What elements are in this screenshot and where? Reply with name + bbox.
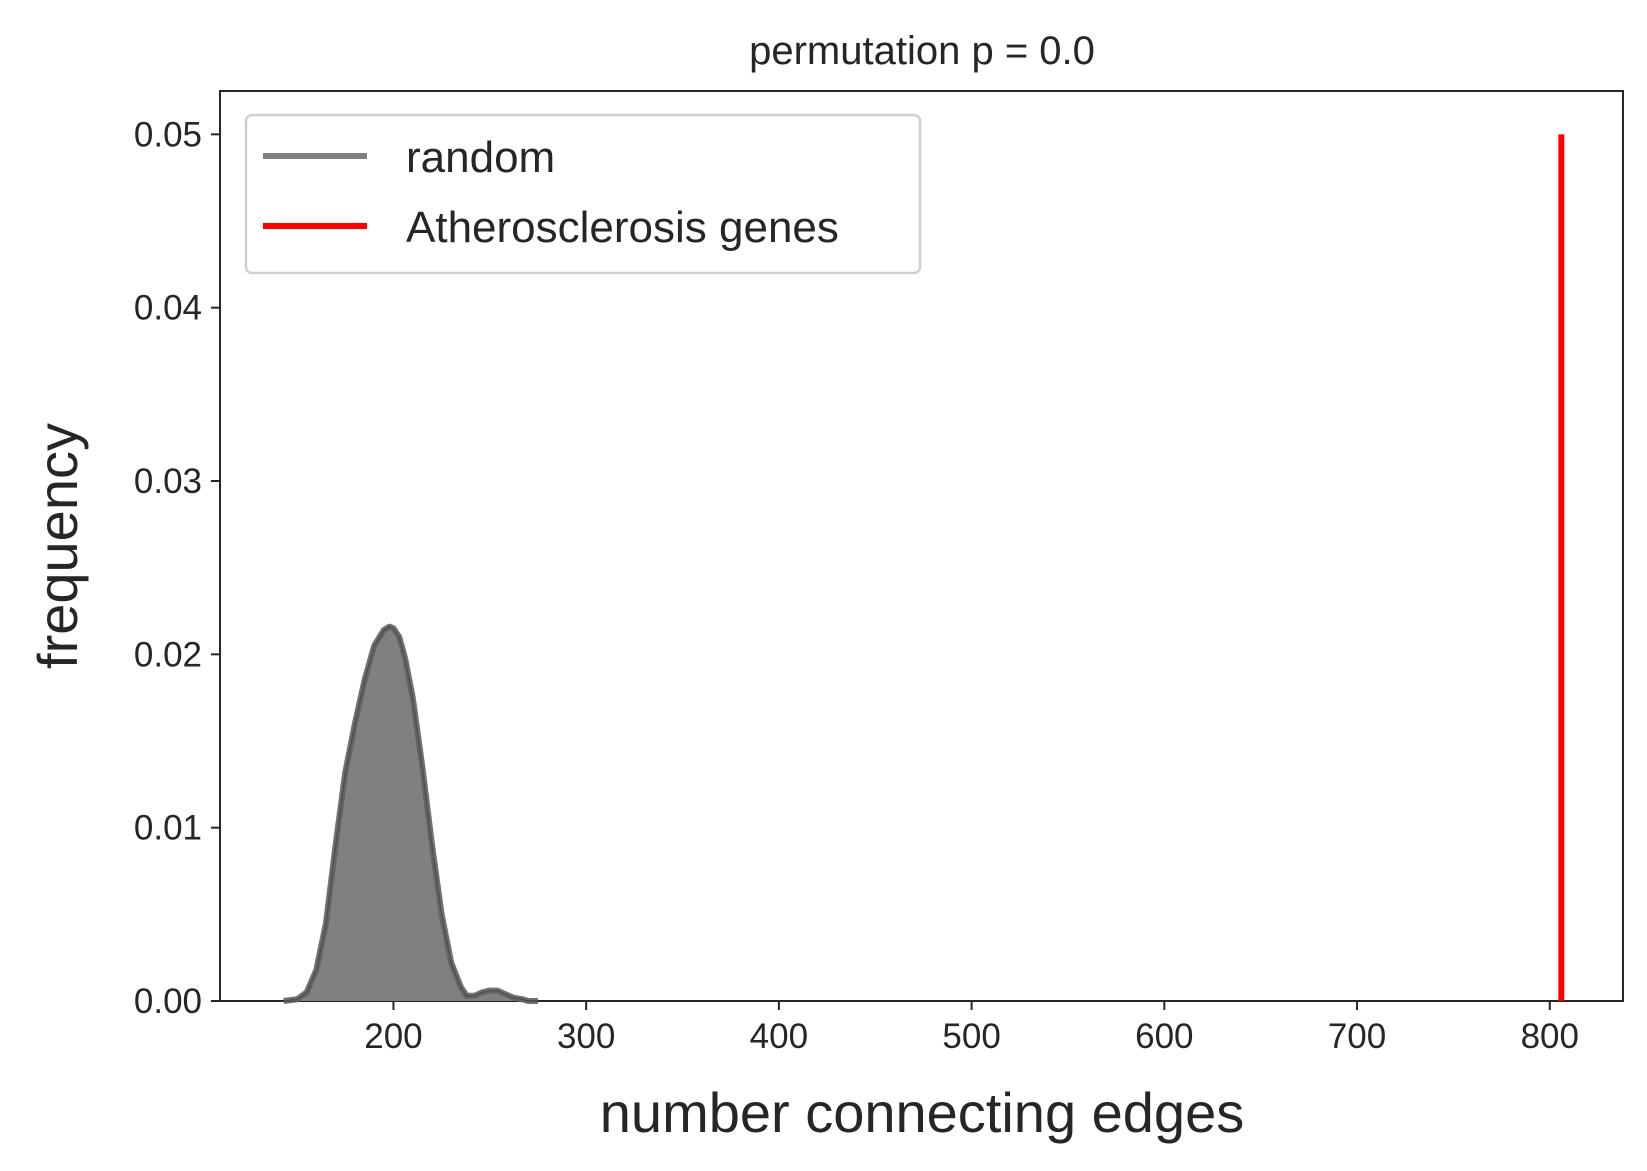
legend-atherosclerosis-label: Atherosclerosis genes — [406, 203, 839, 252]
x-tick-label: 500 — [942, 1017, 1000, 1056]
y-tick-label: 0.04 — [134, 289, 202, 328]
x-tick-label: 700 — [1328, 1017, 1386, 1056]
y-tick-label: 0.05 — [134, 115, 202, 154]
plot-frame — [219, 90, 1624, 1002]
y-ticks: 0.00 0.01 0.02 0.03 0.04 0.05 — [134, 115, 220, 1021]
chart-title: permutation p = 0.0 — [749, 29, 1095, 73]
x-ticks: 200 300 400 500 600 700 800 — [364, 1001, 1579, 1056]
legend-box — [244, 113, 922, 275]
y-tick-label: 0.02 — [134, 635, 202, 674]
random-kde-edge — [283, 625, 538, 1002]
x-tick-label: 400 — [750, 1017, 808, 1056]
x-tick-label: 200 — [364, 1017, 422, 1056]
legend-random-label: random — [406, 133, 555, 182]
y-tick-label: 0.01 — [134, 809, 202, 848]
y-axis-title: frequency — [26, 423, 89, 669]
x-tick-label: 800 — [1521, 1017, 1579, 1056]
x-axis-title: number connecting edges — [600, 1081, 1244, 1144]
y-tick-label: 0.00 — [134, 982, 202, 1021]
x-tick-label: 600 — [1135, 1017, 1193, 1056]
y-tick-label: 0.03 — [134, 462, 202, 501]
kde-layer — [283, 623, 538, 1004]
legend: random Atherosclerosis genes — [244, 113, 922, 275]
random-kde-fill — [283, 626, 538, 1001]
x-tick-label: 300 — [557, 1017, 615, 1056]
